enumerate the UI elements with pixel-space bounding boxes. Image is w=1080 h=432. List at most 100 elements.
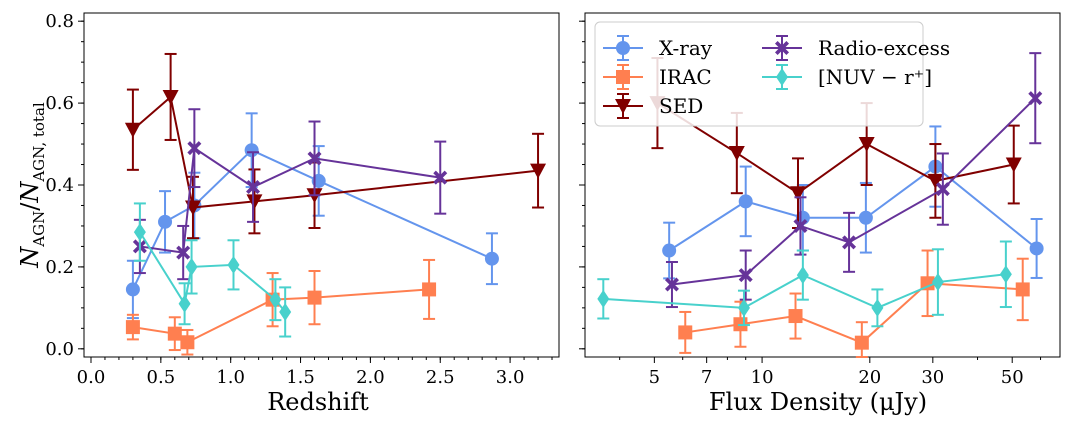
left-series [124,52,547,356]
left-nuv-r-point [185,257,198,276]
left-x-tick-label: 2.5 [426,367,455,388]
legend-entry-irac: IRAC [603,64,712,90]
right-ticks: 5 7 10 20 30 50 [579,20,1042,388]
legend-marker [775,41,789,55]
right-x-ray-point [662,243,677,258]
left-x-tick-label: 2.0 [356,367,385,388]
right-irac-point [1015,282,1030,297]
left-y-tick-label: 0.8 [45,11,74,32]
right-irac-point [678,325,693,340]
left-radio-excess-point [433,170,448,185]
right-radio-excess-point [842,235,857,250]
legend-entry-x-ray: X-ray [603,35,713,61]
left-x-tick-label: 1.0 [216,367,245,388]
right-nuv-r-line [603,273,1006,309]
legend-marker [615,99,631,114]
right-x-tick-label: 20 [858,367,881,388]
right-sed-point [790,186,807,202]
left-nuv-r-line [139,231,286,313]
left-nuv-r-point [269,290,282,309]
right-nuv-r-point [737,298,750,317]
right-irac-line [685,282,1023,344]
left-sed-point [124,122,141,138]
left-x-ray-point [158,214,173,229]
right-panel: 5 7 10 20 30 50 Flux Density (μJy) X-ray IRAC S… [579,12,1061,416]
left-series-irac [125,258,437,356]
right-irac-point [854,335,869,350]
right-x-tick-label: 10 [751,367,774,388]
right-sed-point [728,146,745,162]
right-x-tick-label: 5 [649,367,660,388]
right-radio-excess-point [664,277,679,292]
right-x-tick-label: 7 [701,367,712,388]
left-irac-point [125,320,140,335]
right-x-axis-title: Flux Density (μJy) [709,388,927,416]
right-sed-point [1005,157,1022,173]
right-series-irac [678,249,1030,358]
left-sed-line [132,95,539,209]
left-irac-point [422,282,437,297]
left-y-axis-title: NAGN/NAGN, total [16,102,48,269]
right-radio-excess-point [738,268,753,283]
right-x-ray-point [738,194,753,209]
left-y-tick-label: 0.2 [45,257,74,278]
legend-label: [NUV − r⁺] [818,65,932,89]
left-x-tick-label: 0.5 [147,367,176,388]
legend-marker [776,68,788,86]
legend-box [594,21,924,127]
left-x-tick-label: 3.0 [496,367,525,388]
right-series-nuv-r [597,240,1012,328]
right-x-ray-point [858,210,873,225]
right-x-tick-label: 50 [1001,367,1024,388]
left-sed-point [246,194,263,210]
legend-label: SED [659,94,703,118]
left-ticks: 0.0 0.5 1.0 1.5 2.0 2.5 3.0 0.0 0.2 0.4 0.6 0.8 [45,11,553,388]
right-series-radio-excess [664,52,1043,309]
right-nuv-r-point [999,265,1012,284]
left-panel: 0.0 0.5 1.0 1.5 2.0 2.5 3.0 0.0 0.2 0.4 0.6 0.8 Red… [16,11,560,416]
svg-text:NAGN/NAGN, total: NAGN/NAGN, total [16,102,48,269]
left-x-tick-label: 0.0 [77,367,106,388]
left-y-tick-label: 0.6 [45,93,74,114]
right-sed-line [656,102,1014,195]
legend-label: X-ray [659,36,713,60]
left-series-x-ray [125,112,499,320]
left-nuv-r-point [279,302,292,321]
left-x-ray-line [131,148,493,290]
left-x-ray-point [244,143,259,158]
left-irac-point [180,335,195,350]
right-nuv-r-point [597,289,610,308]
right-sed-point [858,137,875,153]
right-radio-excess-point [1028,91,1043,106]
right-radio-excess-point [793,218,808,233]
right-nuv-r-point [931,273,944,292]
left-x-axis-title: Redshift [267,388,369,416]
right-series-x-ray [662,125,1044,280]
right-nuv-r-point [796,266,809,285]
left-y-tick-label: 0.4 [45,175,74,196]
right-irac-point [920,276,935,291]
right-radio-excess-line [671,97,1036,286]
legend-marker [616,41,630,55]
left-nuv-r-point [178,294,191,313]
left-x-ray-point [484,251,499,266]
left-irac-point [307,290,322,305]
right-irac-point [788,309,803,324]
legend-entry-radio-excess: Radio-excess [762,35,950,61]
left-sed-point [162,89,179,105]
right-x-tick-label: 30 [921,367,944,388]
left-x-tick-label: 1.5 [286,367,315,388]
legend-marker [616,70,630,84]
legend-label: IRAC [659,65,712,89]
right-sed-point [927,173,944,189]
legend-label: Radio-excess [818,36,950,60]
left-radio-excess-point [307,151,322,166]
left-y-tick-label: 0.0 [45,339,74,360]
legend: X-ray IRAC SED Radio-excess [NUV − r⁺] [594,21,950,127]
left-nuv-r-point [227,255,240,274]
left-nuv-r-point [133,223,146,242]
left-x-ray-point [125,282,140,297]
right-x-ray-point [1029,241,1044,256]
left-sed-point [530,163,547,179]
